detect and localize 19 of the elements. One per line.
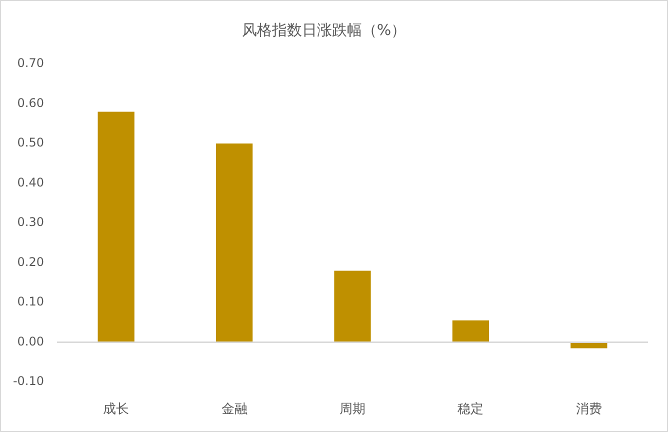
bar xyxy=(452,320,490,342)
bar xyxy=(216,144,253,342)
bar xyxy=(334,270,371,342)
x-tick-label: 周期 xyxy=(340,402,366,418)
y-tick-label: 0.40 xyxy=(17,175,44,190)
x-tick-label: 成长 xyxy=(103,402,130,418)
chart-title: 风格指数日涨跌幅（%） xyxy=(242,20,406,39)
y-tick-label: 0.00 xyxy=(17,334,44,348)
x-tick-label: 消费 xyxy=(576,402,602,418)
y-tick-label: 0.30 xyxy=(17,215,44,230)
y-tick-label: 0.50 xyxy=(17,136,44,150)
bar xyxy=(98,112,134,342)
y-tick-label: 0.10 xyxy=(17,294,44,309)
y-tick-label: 0.20 xyxy=(17,254,44,269)
y-tick-label: -0.10 xyxy=(12,374,44,388)
y-tick-label: 0.60 xyxy=(17,96,44,110)
x-tick-label: 金融 xyxy=(221,402,248,418)
y-tick-label: 0.70 xyxy=(17,56,44,70)
x-tick-label: 稳定 xyxy=(458,402,484,418)
